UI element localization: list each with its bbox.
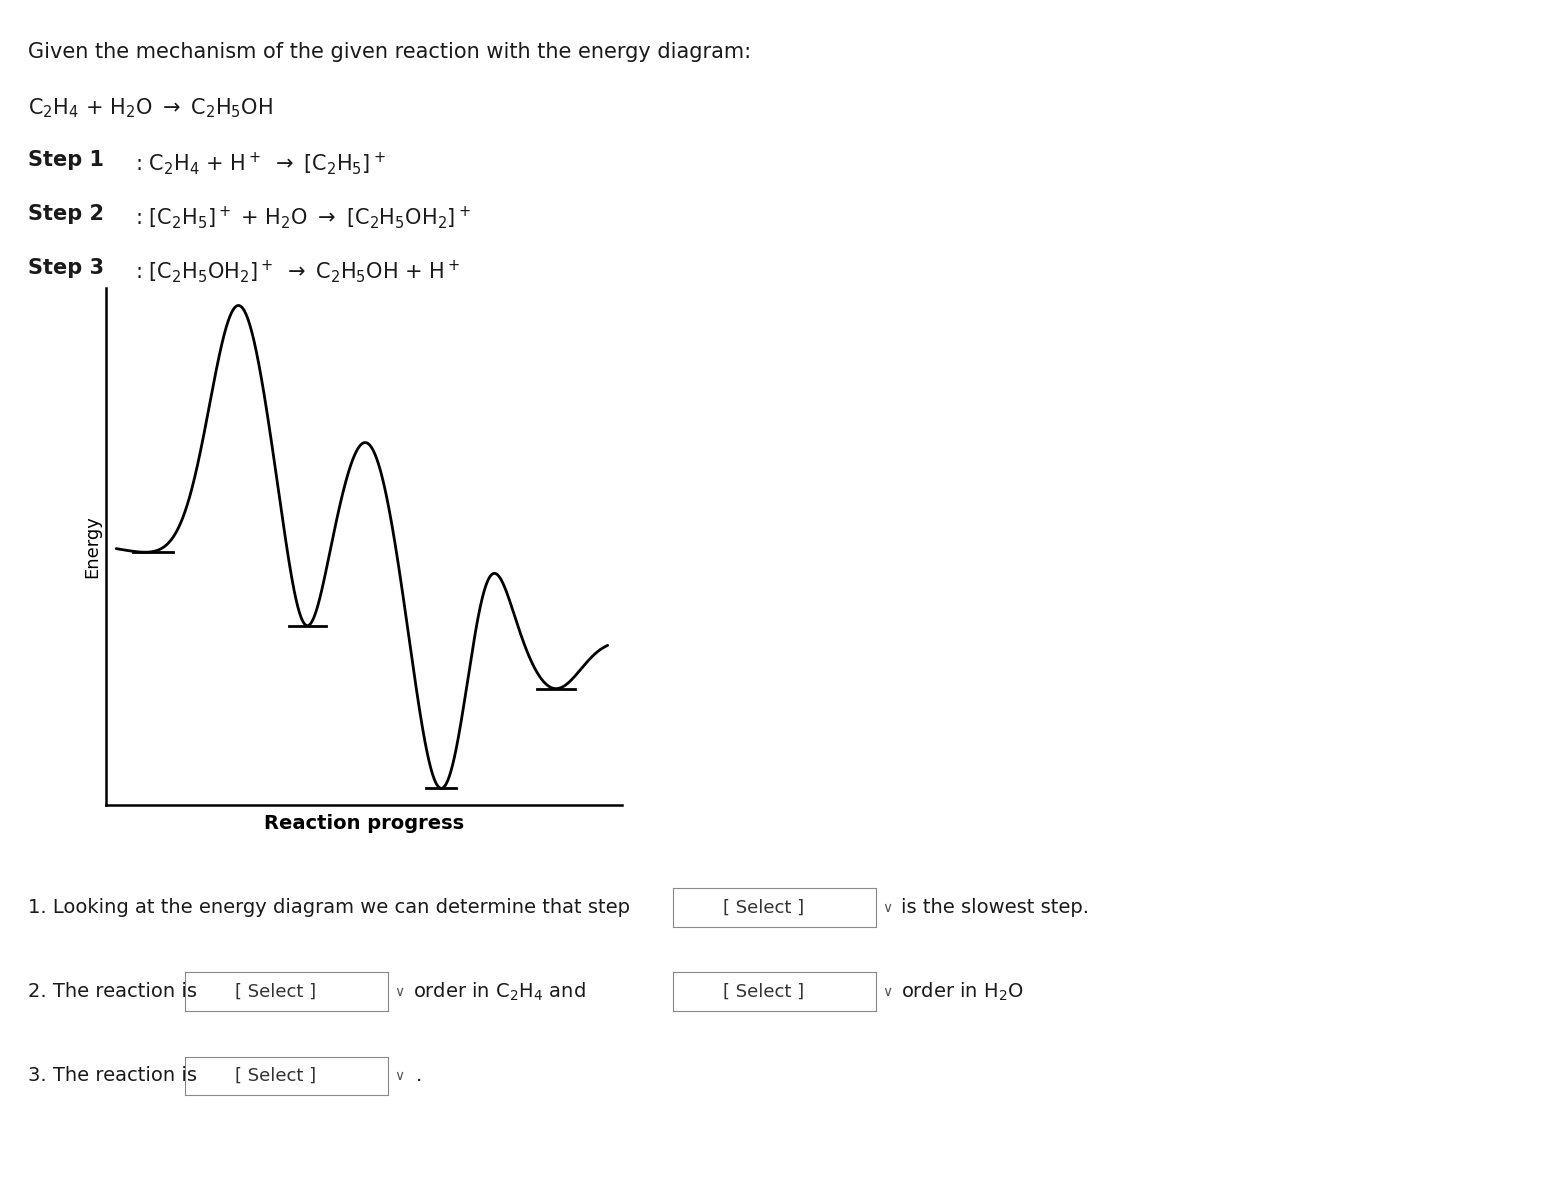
Text: 3. The reaction is: 3. The reaction is [28, 1066, 197, 1085]
Text: Step 1: Step 1 [28, 150, 105, 171]
Text: Step 3: Step 3 [28, 258, 105, 279]
Text: [ Select ]: [ Select ] [236, 983, 316, 1000]
Text: Given the mechanism of the given reaction with the energy diagram:: Given the mechanism of the given reactio… [28, 42, 751, 63]
Text: : C$_2$H$_4$ + H$^+$ $\rightarrow$ [C$_2$H$_5$]$^+$: : C$_2$H$_4$ + H$^+$ $\rightarrow$ [C$_2… [135, 150, 385, 177]
X-axis label: Reaction progress: Reaction progress [264, 814, 465, 833]
Text: order in H$_2$O: order in H$_2$O [901, 981, 1024, 1002]
Text: ∨: ∨ [394, 984, 404, 999]
Text: 1. Looking at the energy diagram we can determine that step: 1. Looking at the energy diagram we can … [28, 898, 630, 917]
Text: ∨: ∨ [882, 900, 891, 915]
Text: .: . [416, 1066, 422, 1085]
Text: 2. The reaction is: 2. The reaction is [28, 982, 197, 1001]
Text: ∨: ∨ [882, 984, 891, 999]
Text: : [C$_2$H$_5$]$^+$ + H$_2$O $\rightarrow$ [C$_2$H$_5$OH$_2$]$^+$: : [C$_2$H$_5$]$^+$ + H$_2$O $\rightarrow… [135, 204, 471, 231]
Text: Step 2: Step 2 [28, 204, 105, 225]
Text: C$_2$H$_4$ + H$_2$O $\rightarrow$ C$_2$H$_5$OH: C$_2$H$_4$ + H$_2$O $\rightarrow$ C$_2$H… [28, 96, 274, 120]
Text: : [C$_2$H$_5$OH$_2$]$^+$ $\rightarrow$ C$_2$H$_5$OH + H$^+$: : [C$_2$H$_5$OH$_2$]$^+$ $\rightarrow$ C… [135, 258, 460, 285]
Text: order in C$_2$H$_4$ and: order in C$_2$H$_4$ and [413, 981, 585, 1002]
Y-axis label: Energy: Energy [83, 516, 100, 578]
Text: [ Select ]: [ Select ] [724, 983, 804, 1000]
Text: ∨: ∨ [394, 1069, 404, 1083]
Text: is the slowest step.: is the slowest step. [901, 898, 1089, 917]
Text: [ Select ]: [ Select ] [724, 899, 804, 916]
Text: [ Select ]: [ Select ] [236, 1067, 316, 1084]
